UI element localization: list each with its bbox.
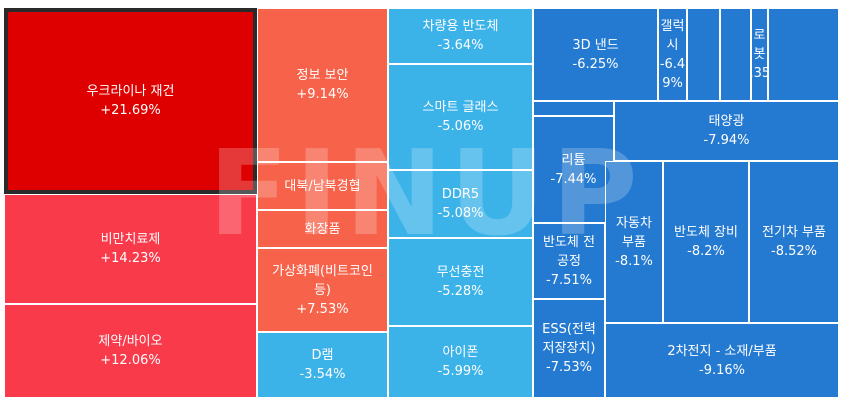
treemap-tile[interactable]: 화장품 [257, 210, 388, 248]
tile-value: -7.44% [550, 171, 597, 187]
tile-value: -6.25% [572, 56, 619, 72]
treemap-tile[interactable]: 태양광 -7.94% [614, 101, 839, 161]
tile-label: 반도체 장비 [674, 225, 738, 240]
treemap-tile[interactable]: 반도체 전 공정 -7.51% [533, 223, 605, 299]
tile-label: 3D 낸드 [572, 37, 619, 53]
tile-value: -3.64% [437, 38, 484, 53]
tile-label: D램 [311, 348, 334, 363]
tile-label: 전기차 부품 [762, 225, 826, 240]
tile-label: 갤럭 시 [660, 18, 685, 53]
treemap-tile[interactable] [687, 8, 720, 101]
tile-value: +9.14% [296, 87, 349, 102]
treemap-tile[interactable]: 제약/바이오 +12.06% [4, 304, 257, 398]
tile-value: -7.35% [752, 66, 767, 81]
tile-label: 2차전지 - 소재/부품 [667, 343, 777, 359]
tile-label: 무선충전 [436, 265, 485, 280]
treemap-tile[interactable]: 로봇 -7.35% [751, 8, 768, 101]
tile-label: 비만치료제 [100, 232, 161, 247]
treemap-tile[interactable]: 정보 보안 +9.14% [257, 8, 388, 162]
tile-label: DDR5 [441, 187, 480, 202]
treemap-tile[interactable]: 3D 낸드 -6.25% [533, 8, 658, 101]
tile-value: -7.53% [546, 360, 592, 375]
treemap-tile[interactable]: DDR5 -5.08% [388, 170, 533, 238]
tile-label: 리튬 [561, 152, 586, 168]
treemap-tile[interactable]: ESS(전력 저장장치) -7.53% [533, 299, 605, 398]
treemap-tile[interactable] [720, 8, 751, 101]
tile-label: 스마트 글래스 [422, 100, 499, 115]
tile-value: +7.53% [296, 301, 349, 317]
tile-label: 정보 보안 [296, 68, 349, 83]
tile-label: 가상화폐(비트코인 등) [272, 263, 373, 298]
treemap-tile[interactable] [533, 101, 614, 116]
tile-value: -8.52% [771, 244, 817, 259]
tile-value: -8.2% [687, 244, 725, 259]
tile-label: ESS(전력 저장장치) [542, 322, 596, 356]
tile-label: 반도체 전 공정 [543, 234, 595, 269]
tile-value: -7.51% [546, 272, 592, 288]
tile-label: 대북/남북경협 [284, 178, 361, 194]
treemap-tile[interactable]: 가상화폐(비트코인 등) +7.53% [257, 248, 388, 332]
tile-label: 제약/바이오 [98, 334, 163, 349]
tile-label: 로봇 [753, 28, 766, 62]
treemap-tile[interactable]: 반도체 장비 -8.2% [663, 161, 749, 323]
treemap-tile[interactable]: 아이폰 -5.99% [388, 326, 533, 398]
tile-label: 화장품 [304, 221, 341, 237]
tile-value: +14.23% [100, 251, 161, 266]
treemap-tile[interactable]: D램 -3.54% [257, 332, 388, 398]
tile-label: 아이폰 [442, 345, 479, 360]
tile-value: -9.16% [699, 362, 745, 378]
treemap-tile[interactable]: 우크라이나 재건 +21.69% [4, 8, 257, 194]
treemap-tile[interactable]: 갤럭 시 -6.4 9% [658, 8, 687, 101]
tile-value: +12.06% [100, 353, 161, 368]
treemap-tile[interactable]: 리튬 -7.44% [533, 116, 614, 223]
treemap-tile[interactable]: 차량용 반도체 -3.64% [388, 8, 533, 64]
tile-label: 우크라이나 재건 [86, 84, 175, 99]
treemap-tile[interactable]: 스마트 글래스 -5.06% [388, 64, 533, 170]
treemap-tile[interactable]: 대북/남북경협 [257, 162, 388, 210]
treemap-tile[interactable]: 자동차 부품 -8.1% [605, 161, 663, 323]
tile-value: -8.1% [615, 253, 653, 269]
tile-label: 자동차 부품 [616, 215, 652, 250]
tile-value: -6.4 9% [659, 56, 686, 91]
tile-value: -5.99% [437, 364, 484, 379]
tile-value: -7.94% [703, 133, 750, 148]
tile-value: -5.28% [437, 284, 484, 299]
treemap-tile[interactable]: 전기차 부품 -8.52% [749, 161, 839, 323]
tile-label: 차량용 반도체 [422, 19, 499, 34]
tile-label: 태양광 [708, 114, 745, 129]
treemap-tile[interactable]: 2차전지 - 소재/부품 -9.16% [605, 323, 839, 398]
treemap-tile[interactable]: 비만치료제 +14.23% [4, 194, 257, 304]
tile-value: -5.06% [437, 119, 484, 134]
tile-value: +21.69% [100, 103, 161, 118]
treemap-tile[interactable] [768, 8, 839, 101]
treemap-tile[interactable]: 무선충전 -5.28% [388, 238, 533, 326]
tile-value: -5.08% [437, 206, 484, 221]
tile-value: -3.54% [299, 367, 346, 382]
